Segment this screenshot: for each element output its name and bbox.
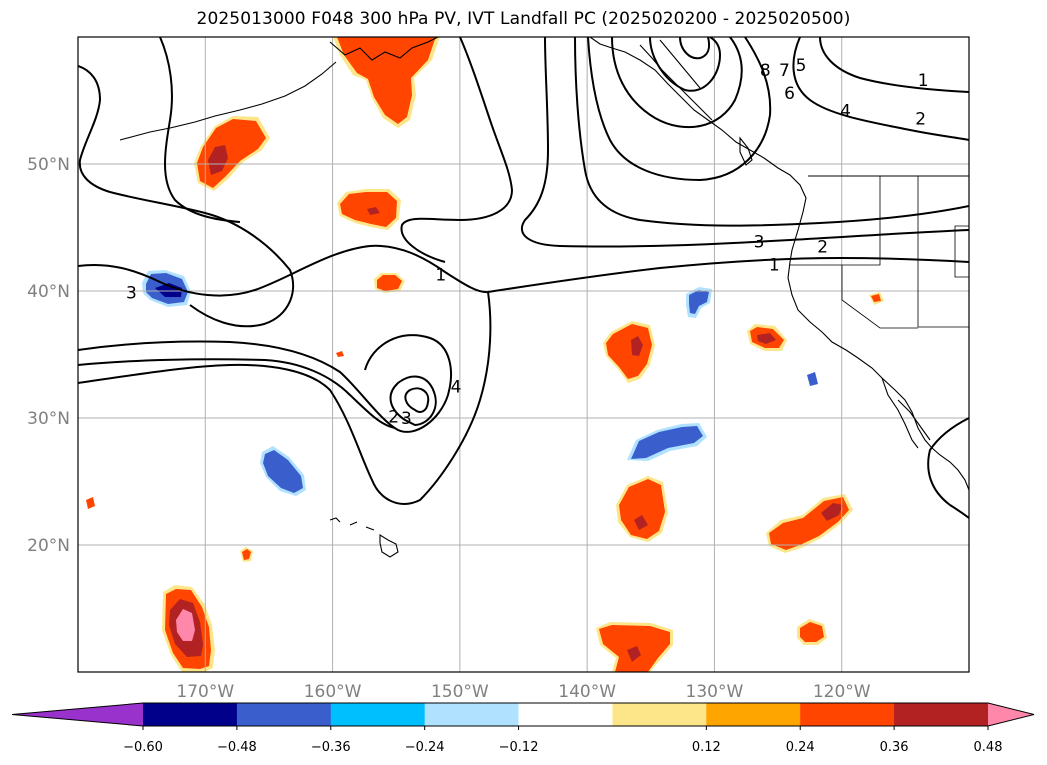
map-title: 2025013000 F048 300 hPa PV, IVT Landfall… xyxy=(196,9,851,29)
contour-value-label: 1 xyxy=(435,265,446,285)
gridlines xyxy=(78,37,969,672)
colorbar-bin xyxy=(800,703,895,726)
contour-value-label: 3 xyxy=(401,409,412,429)
ivt-contours xyxy=(78,37,969,519)
pv-positive-feature xyxy=(377,275,402,291)
longitude-tick-label: 120°W xyxy=(813,682,871,702)
longitude-tick-label: 160°W xyxy=(304,682,362,702)
pv-positive-feature xyxy=(208,145,228,175)
pv-positive-feature xyxy=(367,207,380,215)
pv-negative-feature xyxy=(263,450,303,493)
colorbar-extend-low xyxy=(12,703,143,726)
pv-negative-feature xyxy=(689,290,709,314)
coastlines xyxy=(119,37,969,558)
pv-positive-feature xyxy=(242,549,251,560)
latitude-labels: 50°N 40°N 30°N 20°N xyxy=(27,155,70,556)
pv-negative-feature xyxy=(631,426,703,459)
contour-value-label: 4 xyxy=(451,377,462,397)
pv-positive-feature xyxy=(871,294,881,302)
contour-value-label: 2 xyxy=(817,238,828,258)
colorbar-tick-label: −0.24 xyxy=(405,740,445,755)
pv-negative-feature xyxy=(155,283,182,297)
contour-value-label: 6 xyxy=(784,84,795,104)
contour-value-label: 8 xyxy=(760,61,771,81)
pv-positive-feature xyxy=(606,324,652,379)
pv-positive-feature xyxy=(86,497,95,509)
latitude-tick-label: 40°N xyxy=(27,282,70,302)
pv-positive-feature xyxy=(631,336,643,356)
pv-positive-feature xyxy=(821,503,843,521)
longitude-labels: 170°W 160°W 150°W 140°W 130°W 120°W xyxy=(176,682,870,702)
colorbar: −0.60 −0.48 −0.36 −0.24 −0.12 0.12 0.24 0.36 0.4… xyxy=(11,702,1035,755)
longitude-tick-label: 130°W xyxy=(686,682,744,702)
contour-value-label: 5 xyxy=(796,56,807,76)
contour-value-label: 2 xyxy=(388,408,399,428)
colorbar-bin xyxy=(236,703,332,726)
contour-value-label: 3 xyxy=(126,283,137,303)
pv-positive-feature xyxy=(627,646,641,662)
contour-value-label: 3 xyxy=(754,232,765,252)
colorbar-bin xyxy=(518,703,613,726)
contour-value-label: 7 xyxy=(779,61,790,81)
latitude-tick-label: 30°N xyxy=(27,409,70,429)
pv-positive-feature xyxy=(337,37,436,124)
colorbar-tick-label: 0.48 xyxy=(974,740,1003,755)
colorbar-tick-label: 0.12 xyxy=(692,740,721,755)
colorbar-bin xyxy=(424,703,520,726)
pv-positive-feature xyxy=(336,351,344,357)
pv-positive-feature xyxy=(800,622,824,642)
plot-frame xyxy=(77,36,970,673)
colorbar-bin xyxy=(706,703,801,726)
contour-value-label: 2 xyxy=(915,109,926,129)
pv-positive-feature xyxy=(176,609,195,641)
longitude-tick-label: 170°W xyxy=(176,682,234,702)
contour-value-label: 1 xyxy=(918,71,929,91)
colorbar-tick-label: 0.36 xyxy=(880,740,909,755)
colorbar-bin xyxy=(330,703,426,726)
colorbar-tick-label: −0.36 xyxy=(311,740,351,755)
pv-positive-feature xyxy=(757,333,776,344)
pv-anomaly-fills xyxy=(86,37,884,672)
latitude-tick-label: 50°N xyxy=(27,155,70,175)
colorbar-tick-label: −0.60 xyxy=(123,740,163,755)
longitude-tick-label: 140°W xyxy=(558,682,616,702)
pv-negative-feature xyxy=(807,372,818,386)
contour-value-label: 1 xyxy=(769,255,780,275)
pv-positive-feature xyxy=(634,515,648,530)
contour-value-label: 4 xyxy=(840,102,851,122)
colorbar-bin xyxy=(612,703,707,726)
colorbar-bin xyxy=(894,703,989,726)
colorbar-tick-label: 0.24 xyxy=(786,740,815,755)
colorbar-tick-label: −0.12 xyxy=(499,740,539,755)
colorbar-tick-label: −0.48 xyxy=(217,740,257,755)
colorbar-bin xyxy=(143,703,238,726)
longitude-tick-label: 150°W xyxy=(431,682,489,702)
latitude-tick-label: 20°N xyxy=(27,536,70,556)
colorbar-extend-high xyxy=(988,703,1034,726)
pv-positive-feature xyxy=(619,479,665,539)
